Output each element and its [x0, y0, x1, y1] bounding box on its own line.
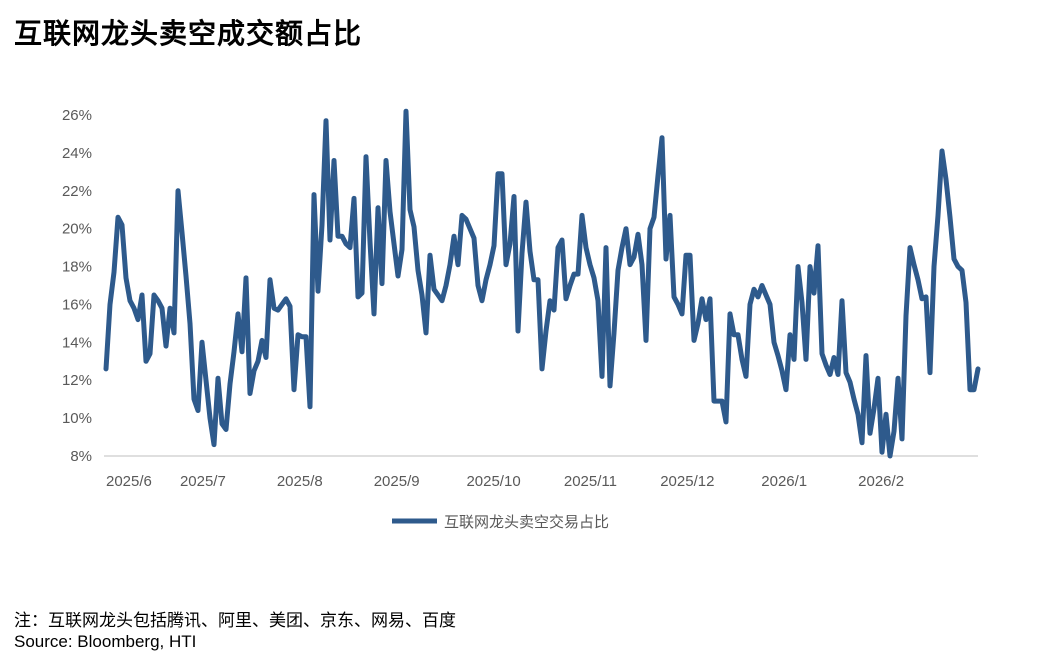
line-chart: 8%10%12%14%16%18%20%22%24%26% 2025/6 2025… — [62, 107, 981, 531]
legend: 互联网龙头卖空交易占比 — [392, 513, 609, 531]
x-tick-label: 2025/7 — [180, 473, 226, 490]
y-tick-label: 18% — [62, 259, 92, 276]
x-tick-label: 2025/9 — [374, 473, 420, 490]
x-tick-label: 2025/8 — [277, 473, 323, 490]
series-line — [103, 108, 981, 459]
page-title: 互联网龙头卖空成交额占比 — [14, 17, 363, 50]
y-tick-label: 26% — [62, 107, 92, 124]
x-axis-ticks: 2025/6 2025/7 2025/8 2025/9 2025/10 2025/11 20… — [106, 473, 904, 490]
y-tick-label: 8% — [70, 448, 92, 465]
x-tick-label: 2025/12 — [660, 473, 714, 490]
y-tick-label: 20% — [62, 221, 92, 238]
y-tick-label: 14% — [62, 334, 92, 351]
x-tick-label: 2025/11 — [564, 473, 617, 490]
x-tick-label: 2026/2 — [858, 473, 904, 490]
x-tick-label: 2026/1 — [761, 473, 807, 490]
x-tick-label: 2025/6 — [106, 473, 152, 490]
y-tick-label: 12% — [62, 372, 92, 389]
y-tick-label: 24% — [62, 145, 92, 162]
source-note: Source: Bloomberg, HTI — [14, 632, 197, 651]
x-tick-label: 2025/10 — [466, 473, 520, 490]
y-tick-label: 22% — [62, 183, 92, 200]
y-tick-label: 10% — [62, 410, 92, 427]
y-axis: 8% 10% 12% 14% 16% 18% 20% 22% 24% 26% — [62, 107, 92, 465]
legend-label: 互联网龙头卖空交易占比 — [444, 513, 609, 531]
y-tick-label: 16% — [62, 296, 92, 313]
footnote: 注：互联网龙头包括腾讯、阿里、美团、京东、网易、百度 — [14, 611, 456, 631]
